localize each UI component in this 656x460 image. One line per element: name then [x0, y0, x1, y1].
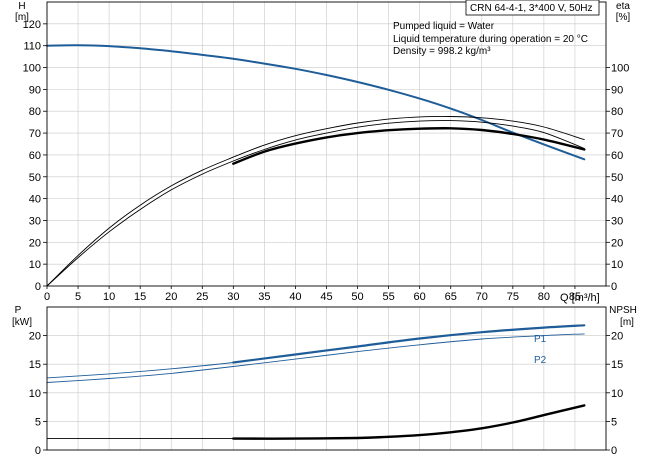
x-tick-label: 55	[382, 291, 394, 303]
y-left-tick-label: 5	[35, 416, 41, 428]
h-axis-unit: [m]	[15, 12, 29, 23]
eta-axis-unit: [%]	[616, 12, 631, 23]
y-right-tick-label: 0	[611, 281, 617, 293]
x-tick-label: 75	[507, 291, 519, 303]
x-tick-label: 30	[227, 291, 239, 303]
y-right-tick-label: 5	[611, 416, 617, 428]
bottom-series	[46, 324, 586, 440]
y-right-tick-label: 90	[611, 84, 623, 96]
title-box	[465, 0, 600, 16]
y-left-tick-label: 90	[29, 84, 41, 96]
bottom-frame	[46, 306, 607, 451]
annotation-density: Density = 998.2 kg/m³	[393, 46, 491, 57]
y-right-tick-label: 20	[611, 331, 623, 343]
x-axis-label: Q [m³/h]	[560, 292, 600, 304]
y-left-tick-label: 70	[29, 128, 41, 140]
h-axis-label: H	[18, 1, 25, 12]
x-tick-label: 20	[165, 291, 177, 303]
series-line	[46, 44, 586, 161]
series-line-p2	[46, 333, 585, 383]
y-right-tick-label: 100	[611, 63, 629, 75]
y-left-tick-label: 20	[29, 237, 41, 249]
y-right-tick-label: 10	[611, 259, 623, 271]
y-left-tick-label: 15	[29, 359, 41, 371]
y-left-tick-label: 30	[29, 215, 41, 227]
tick-labels: 0102030405060708090100110120010203040506…	[23, 19, 630, 457]
x-tick-label: 85	[569, 291, 581, 303]
series-line	[232, 127, 586, 165]
x-tick-label: 25	[196, 291, 208, 303]
x-tick-label: 50	[351, 291, 363, 303]
y-right-tick-label: 15	[611, 359, 623, 371]
chart-title: CRN 64-4-1, 3*400 V, 50Hz	[470, 3, 592, 14]
y-left-tick-label: 0	[35, 281, 41, 293]
y-right-tick-label: 80	[611, 106, 623, 118]
annotation-liquid: Pumped liquid = Water	[393, 21, 495, 32]
x-tick-label: 65	[445, 291, 457, 303]
eta-axis-label: eta	[616, 1, 630, 12]
annotation-temperature: Liquid temperature during operation = 20…	[393, 34, 588, 45]
x-tick-label: 10	[103, 291, 115, 303]
bottom-plot-frame	[46, 306, 607, 451]
p-axis-unit: [kW]	[12, 317, 32, 328]
y-right-tick-label: 20	[611, 237, 623, 249]
y-left-tick-label: 10	[29, 388, 41, 400]
y-left-tick-label: 10	[29, 259, 41, 271]
series-line	[232, 404, 586, 440]
y-left-tick-label: 110	[23, 41, 41, 53]
x-tick-label: 35	[258, 291, 270, 303]
x-tick-label: 15	[134, 291, 146, 303]
y-right-tick-label: 50	[611, 172, 623, 184]
top-grid	[47, 2, 606, 286]
x-tick-label: 80	[538, 291, 550, 303]
y-right-tick-label: 0	[611, 445, 617, 457]
npsh-axis-unit: [m]	[620, 317, 634, 328]
series-line	[46, 115, 585, 287]
y-left-tick-label: 40	[29, 194, 41, 206]
p-axis-label: P	[15, 305, 22, 316]
y-left-tick-label: 120	[23, 19, 41, 31]
y-right-tick-label: 30	[611, 215, 623, 227]
x-tick-label: 5	[75, 291, 81, 303]
x-tick-label: 40	[289, 291, 301, 303]
y-right-tick-label: 60	[611, 150, 623, 162]
npsh-axis-label: NPSH	[609, 305, 637, 316]
y-left-tick-label: 0	[35, 445, 41, 457]
series-line	[232, 324, 586, 364]
y-left-tick-label: 20	[29, 331, 41, 343]
x-tick-label: 60	[414, 291, 426, 303]
x-tick-label: 45	[320, 291, 332, 303]
top-series	[46, 44, 586, 287]
series-label-p2: P2	[534, 355, 547, 366]
y-right-tick-label: 70	[611, 128, 623, 140]
y-left-tick-label: 100	[23, 63, 41, 75]
y-left-tick-label: 60	[29, 150, 41, 162]
x-tick-label: 70	[476, 291, 488, 303]
y-right-tick-label: 40	[611, 194, 623, 206]
x-tick-label: 0	[44, 291, 50, 303]
y-right-tick-label: 10	[611, 388, 623, 400]
y-left-tick-label: 50	[29, 172, 41, 184]
series-line	[46, 120, 585, 287]
y-left-tick-label: 80	[29, 106, 41, 118]
series-label-p1: P1	[534, 334, 547, 345]
